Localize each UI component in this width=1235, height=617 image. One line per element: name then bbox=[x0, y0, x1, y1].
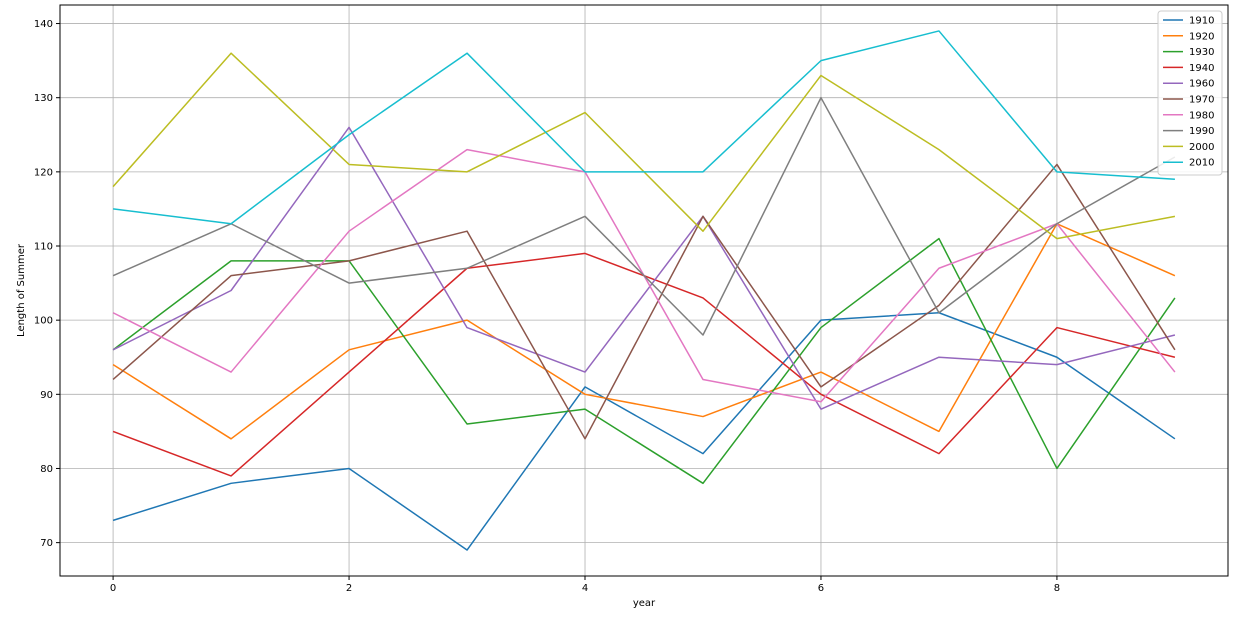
y-tick-label: 100 bbox=[34, 316, 53, 327]
series-line-1970 bbox=[112, 163, 1176, 440]
axis-ticks: 0 2 4 6 8 70 80 90 100 110 120 130 140 bbox=[34, 19, 1060, 594]
y-tick-label: 130 bbox=[34, 93, 53, 104]
x-tick-label: 0 bbox=[110, 583, 116, 594]
series-lines bbox=[112, 30, 1176, 551]
y-tick-label: 70 bbox=[40, 538, 53, 549]
plot-area-frame bbox=[59, 4, 1229, 577]
legend-label-2010: 2010 bbox=[1189, 158, 1214, 169]
series-line-1960 bbox=[112, 126, 1176, 410]
y-tick-label: 140 bbox=[34, 19, 53, 30]
y-tick-label: 110 bbox=[34, 242, 53, 253]
series-line-2010 bbox=[112, 30, 1175, 225]
series-line-1930 bbox=[112, 237, 1176, 485]
x-tick-label: 8 bbox=[1054, 583, 1060, 594]
legend-label-1990: 1990 bbox=[1189, 126, 1214, 137]
y-tick-label: 120 bbox=[34, 167, 53, 178]
legend-label-1910: 1910 bbox=[1189, 16, 1214, 27]
legend-label-1960: 1960 bbox=[1189, 79, 1214, 90]
y-tick-label: 90 bbox=[40, 390, 53, 401]
y-axis-label: Length of Summer bbox=[16, 243, 27, 337]
x-tick-label: 6 bbox=[818, 583, 824, 594]
legend-label-1980: 1980 bbox=[1189, 110, 1214, 121]
legend: 1910 1920 1930 1940 1960 1970 1980 1990 2000 2010 bbox=[1157, 10, 1223, 176]
series-line-1990 bbox=[112, 96, 1176, 336]
x-tick-label: 4 bbox=[582, 583, 588, 594]
legend-label-2000: 2000 bbox=[1189, 142, 1214, 153]
series-line-1920 bbox=[112, 223, 1176, 440]
legend-label-1930: 1930 bbox=[1189, 47, 1214, 58]
legend-label-1920: 1920 bbox=[1189, 31, 1214, 42]
series-line-1910 bbox=[112, 312, 1176, 551]
x-axis-label: year bbox=[633, 598, 656, 609]
x-tick-label: 2 bbox=[346, 583, 352, 594]
legend-label-1940: 1940 bbox=[1189, 63, 1214, 74]
gridlines bbox=[60, 5, 1228, 576]
y-tick-label: 80 bbox=[40, 464, 53, 475]
legend-label-1970: 1970 bbox=[1189, 95, 1214, 106]
